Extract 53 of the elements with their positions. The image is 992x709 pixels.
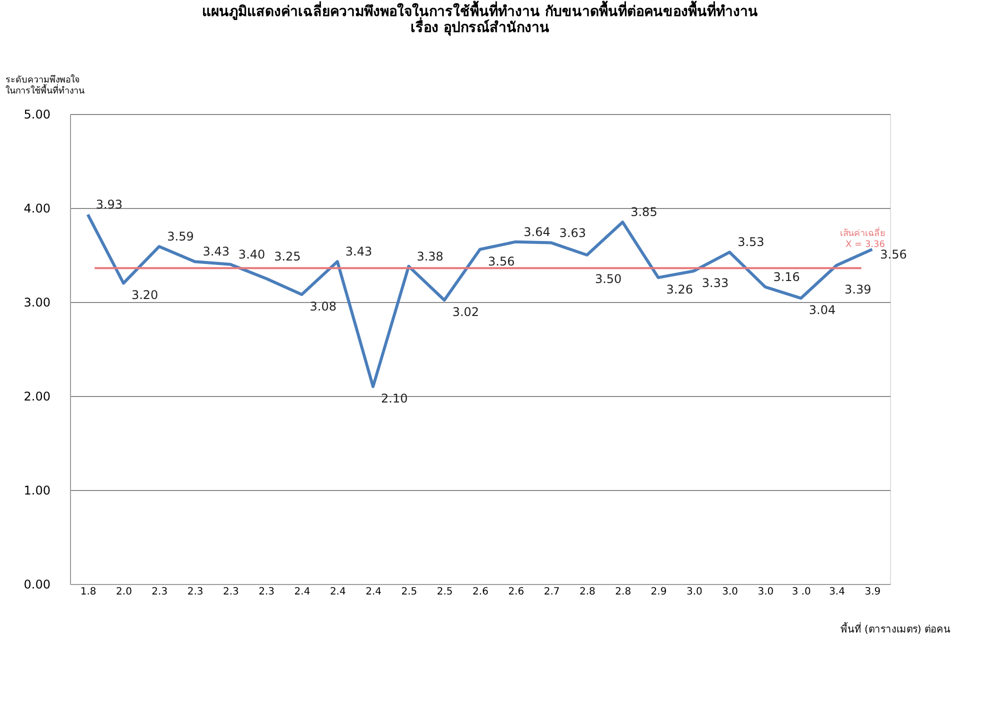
x-tick-label: 3.0 [758,586,774,598]
y-tick-label: 0.00 [24,578,50,592]
text: 3.26 [666,282,693,297]
text: 3.39 [844,282,872,296]
text: 3.43 [345,244,372,259]
text: 3.85 [630,205,658,220]
x-tick-label: 2.6 [508,586,524,598]
x-tick-label: 3.9 [864,586,881,598]
x-tick-label: 2.4 [294,586,310,598]
y-tick-label: 5.00 [24,108,50,122]
x-tick-label: 3.0 [686,586,702,598]
y-tick-label: 3.00 [24,296,50,310]
x-tick-label: 2.3 [152,586,168,598]
text: 3.64 [524,224,550,239]
x-tick-label: 2.3 [222,586,239,598]
x-tick-label: 3.0 [722,586,738,598]
text: 3.40 [238,247,266,262]
y-axis-title: ระดับความพึงพอใจ ในการใช้พื้นที่ทำงาน [6,74,84,96]
text: 3.50 [594,272,622,286]
text: 3.59 [167,230,194,244]
text: 3.25 [274,250,301,264]
x-tick-label: 2.3 [258,586,275,598]
x-tick-label: 2.9 [650,586,667,598]
x-tick-label: 2.8 [580,586,596,598]
y-tick-label: 1.00 [24,484,50,498]
x-tick-label: 2.3 [187,586,204,598]
text: 3.63 [559,226,586,240]
x-tick-label: 2.5 [401,586,418,598]
text: 3.20 [131,288,158,302]
text: 3.33 [702,276,729,290]
x-tick-label: 2.7 [544,586,560,598]
x-tick-label: 3.4 [829,586,845,598]
x-tick-label: 2.5 [436,586,453,598]
text: 3.93 [96,198,123,212]
x-tick-label: 2.6 [472,586,488,598]
x-tick-label: 2.0 [116,586,132,598]
x-tick-label: 2.8 [615,586,632,598]
text: 3.56 [488,254,515,268]
text: 3.53 [738,235,764,250]
text: 3.43 [202,244,230,259]
x-tick-label: 3 .0 [792,586,811,598]
x-tick-label: 2.4 [330,586,346,598]
text: 3.02 [452,305,480,320]
x-tick-label: 1.8 [80,586,96,598]
text: 3.16 [773,270,800,284]
text: 3.38 [416,249,444,264]
y-tick-label: 2.00 [24,390,50,404]
x-tick-label: 2.4 [366,586,382,598]
text: 2.10 [381,392,408,406]
y-tick-label: 4.00 [24,202,50,216]
x-axis-title: พื้นที่ (ตารางเมตร) ต่อคน [840,622,950,636]
text: 3.08 [310,299,336,314]
text: 3.04 [808,303,836,318]
